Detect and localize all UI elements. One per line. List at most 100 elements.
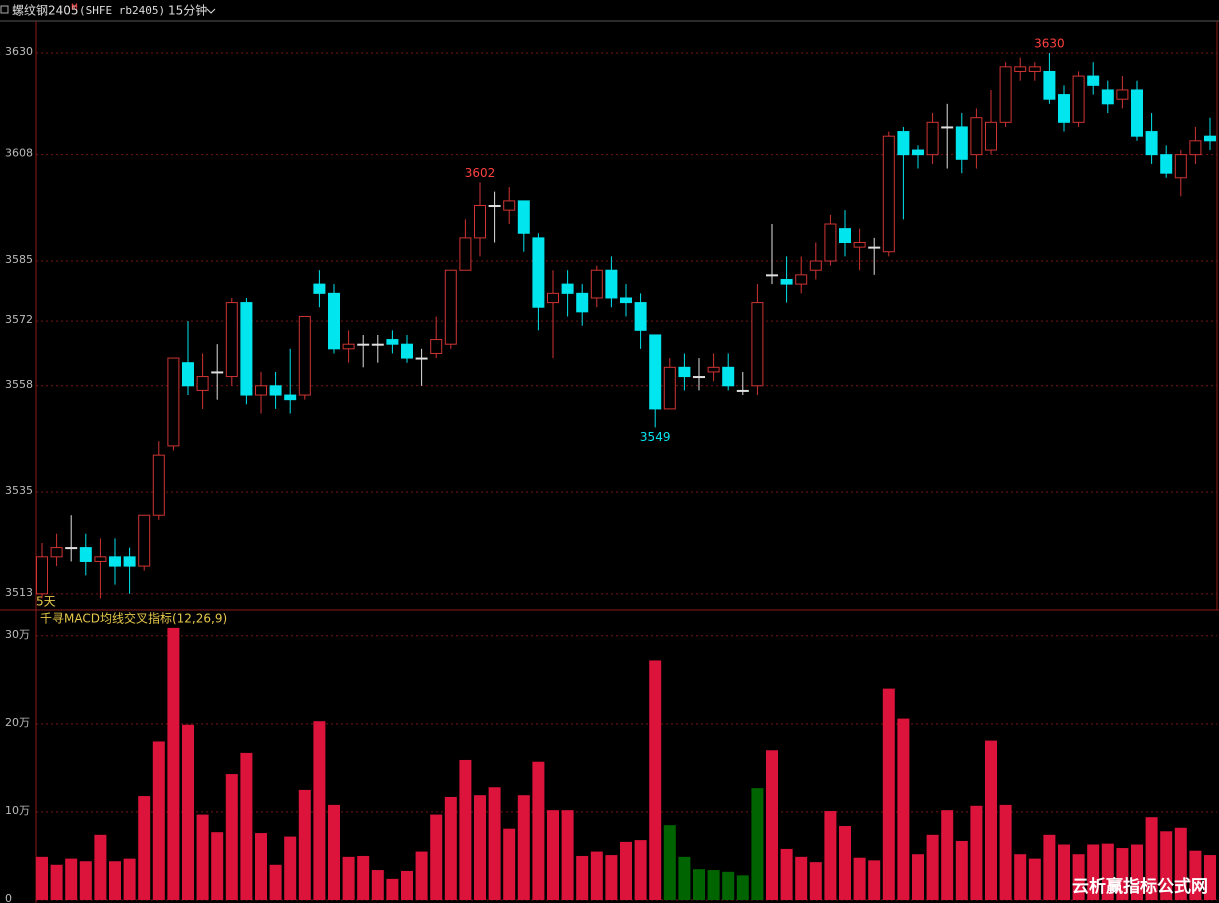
volume-bar <box>766 750 778 900</box>
candle-body <box>1058 94 1070 123</box>
volume-bar <box>926 834 939 900</box>
volume-bar <box>868 860 881 900</box>
indicator-title: 千寻MACD均线交叉指标(12,26,9) <box>40 611 227 626</box>
candle-body <box>459 237 472 271</box>
candle-body <box>824 223 837 262</box>
volume-bar <box>1087 844 1100 900</box>
volume-bar <box>415 851 428 900</box>
period[interactable]: 15分钟 <box>168 3 207 18</box>
volume-bar <box>371 870 384 900</box>
candle-body <box>649 334 662 410</box>
volume-bar <box>547 810 559 900</box>
volume-bar <box>970 805 983 900</box>
volume-bar <box>269 864 282 900</box>
volume-bar <box>605 855 618 900</box>
volume-bar <box>736 875 749 900</box>
candle-body <box>79 547 92 562</box>
candle-body <box>357 343 370 346</box>
candle-body <box>138 514 151 567</box>
candle-body <box>328 292 340 350</box>
volume-bar <box>386 878 399 900</box>
candle-body <box>1174 154 1187 179</box>
candle-body <box>547 292 559 304</box>
candle-body <box>1145 131 1158 156</box>
volume-bar <box>1131 844 1143 900</box>
candle-body <box>634 302 647 331</box>
volume-bar <box>50 864 63 900</box>
candle-body <box>985 121 997 151</box>
candle-body <box>1101 89 1114 105</box>
volume-bar <box>663 825 676 900</box>
candle-body <box>94 556 107 562</box>
candle-body <box>50 547 63 558</box>
candle-body <box>167 357 180 447</box>
volume-bar <box>357 855 370 900</box>
candle-body <box>795 274 808 285</box>
volume-bar <box>79 861 92 900</box>
candle-body <box>722 366 735 387</box>
candle-body <box>912 149 924 156</box>
volume-bar <box>590 851 603 900</box>
candle-body <box>182 362 194 387</box>
candle-body <box>1028 66 1041 72</box>
volume-bar <box>561 810 574 900</box>
volume-bar <box>985 740 997 900</box>
volume-bar <box>211 832 224 900</box>
candle-body <box>313 283 326 294</box>
volume-bar <box>1072 854 1085 900</box>
candle-body <box>561 283 574 294</box>
volume-bar <box>488 787 501 900</box>
volume-bar <box>634 840 647 900</box>
volume-bar <box>751 788 764 900</box>
candle-body <box>751 302 764 387</box>
volume-bar <box>1204 855 1216 900</box>
y-tick-label: 3535 <box>5 484 33 497</box>
volume-bar <box>109 861 121 900</box>
volume-bar <box>809 862 822 900</box>
volume-bar <box>999 804 1012 900</box>
low-label: 3549 <box>640 430 671 444</box>
candle-body <box>1131 89 1143 137</box>
volume-bar <box>693 869 705 900</box>
menu-icon[interactable] <box>0 5 9 14</box>
candle-body <box>1087 75 1100 86</box>
volume-bar <box>1101 843 1114 900</box>
candle-body <box>897 131 910 156</box>
candle-body <box>1160 154 1173 174</box>
candle-body <box>590 269 603 299</box>
candle-body <box>882 135 895 253</box>
y-tick-label: 3513 <box>5 586 33 599</box>
period-dropdown[interactable] <box>206 8 216 14</box>
volume-bar <box>342 856 355 900</box>
volume-bar <box>1043 834 1056 900</box>
volume-bar <box>1058 844 1070 900</box>
candle-body <box>65 547 78 550</box>
volume-bar <box>152 741 165 900</box>
candle-body <box>620 297 632 304</box>
candle-body <box>430 339 443 354</box>
volume-bar <box>882 688 895 900</box>
candle-body <box>999 66 1012 123</box>
candle-body <box>678 366 691 378</box>
candle-body <box>371 343 384 346</box>
volume-bar <box>94 834 107 900</box>
volume-bar <box>1028 858 1041 900</box>
candle-body <box>532 237 545 308</box>
volume-bar <box>474 795 486 900</box>
y-tick-label: 3572 <box>5 313 33 326</box>
volume-bar <box>955 840 968 900</box>
y-tick-label: 3608 <box>5 147 33 160</box>
volume-bar <box>36 856 48 900</box>
volume-bar <box>1160 831 1173 900</box>
candle-body <box>269 385 282 396</box>
candle-body <box>780 278 793 285</box>
volume-bar <box>1014 854 1027 900</box>
candle-body <box>488 205 501 208</box>
volume-bar <box>1116 848 1129 900</box>
watermark: 云析赢指标公式网 <box>1072 876 1208 897</box>
candle-body <box>868 246 881 249</box>
candle-body <box>839 228 851 244</box>
volume-bar <box>138 796 151 900</box>
candle-body <box>1116 89 1129 100</box>
